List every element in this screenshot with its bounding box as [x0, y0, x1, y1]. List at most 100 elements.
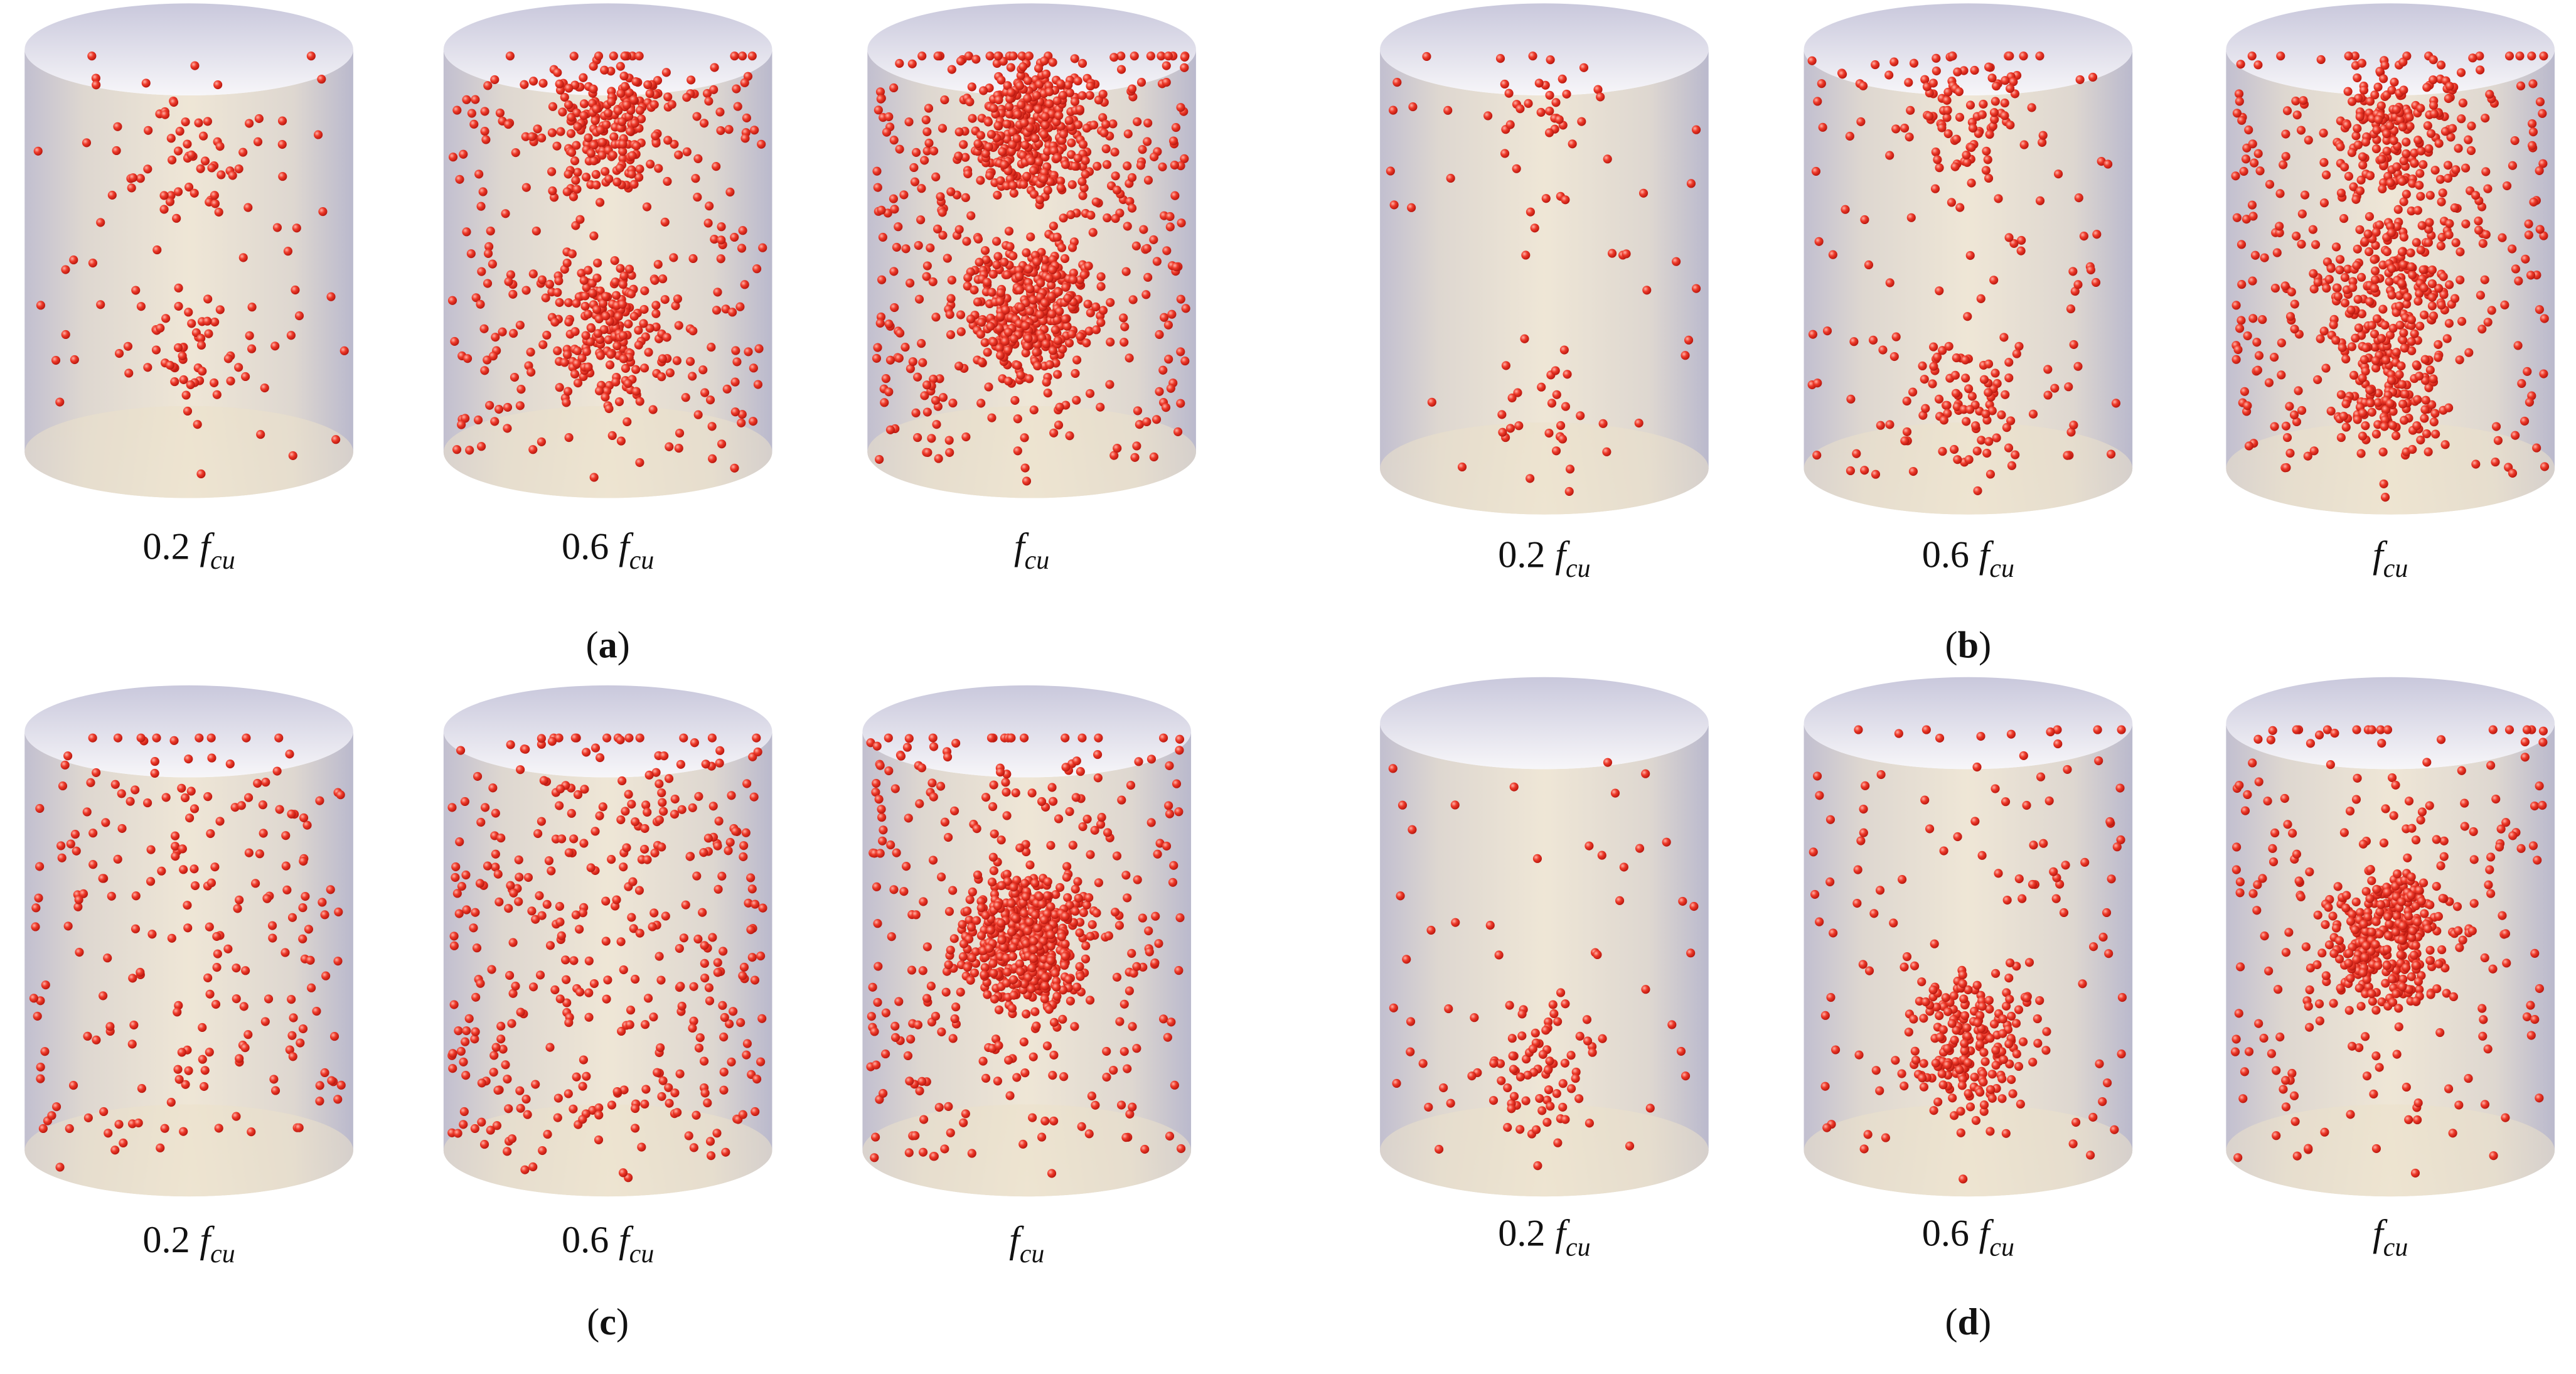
- particle: [1515, 1072, 1526, 1081]
- particle: [940, 817, 949, 827]
- particle: [543, 1130, 552, 1139]
- particle: [749, 363, 758, 373]
- particle: [961, 153, 970, 162]
- particle: [569, 192, 579, 201]
- particle: [1964, 455, 1974, 464]
- particle: [490, 417, 500, 426]
- particle: [871, 787, 880, 797]
- particle: [183, 139, 192, 149]
- particle: [171, 852, 180, 861]
- particle: [1003, 377, 1013, 386]
- particle: [871, 1132, 880, 1142]
- particle: [693, 154, 703, 163]
- particle: [2086, 265, 2095, 275]
- particle: [741, 828, 751, 837]
- particle: [1040, 121, 1050, 130]
- particle: [2365, 171, 2375, 181]
- particle: [190, 804, 200, 813]
- particle: [476, 979, 485, 988]
- particle: [2241, 154, 2251, 164]
- particle: [456, 746, 466, 755]
- particle: [614, 397, 624, 407]
- particle: [1000, 257, 1009, 267]
- particle: [1558, 434, 1568, 444]
- particle: [136, 733, 146, 743]
- particle: [1500, 79, 1509, 89]
- particle: [1077, 91, 1087, 100]
- particle: [555, 801, 564, 810]
- particle: [63, 921, 73, 931]
- cylinder-base-overlay: [2226, 422, 2555, 515]
- particle: [2385, 277, 2394, 286]
- particle: [933, 51, 943, 61]
- particle: [2395, 370, 2404, 379]
- particle: [890, 784, 900, 793]
- particle: [2116, 835, 2125, 845]
- particle: [2248, 889, 2258, 898]
- particle: [963, 281, 972, 291]
- particle: [136, 302, 146, 311]
- particle: [739, 841, 749, 851]
- particle: [1583, 1036, 1593, 1046]
- particle: [654, 164, 663, 173]
- particle: [700, 941, 709, 950]
- particle: [595, 811, 604, 820]
- particle: [1019, 733, 1029, 743]
- particle: [2466, 146, 2476, 156]
- particle: [1068, 840, 1077, 850]
- particle: [1007, 88, 1016, 97]
- particle: [2012, 349, 2021, 358]
- particle: [1020, 141, 1030, 150]
- particle: [2510, 136, 2520, 146]
- particle: [644, 348, 653, 357]
- particle: [2420, 310, 2429, 319]
- particle: [2313, 375, 2322, 385]
- particle: [245, 119, 254, 128]
- particle: [2000, 98, 2009, 108]
- particle: [2355, 225, 2365, 234]
- particle: [2294, 386, 2303, 395]
- caption-coefficient: 0.6: [562, 525, 609, 567]
- particle: [2066, 427, 2076, 437]
- particle: [1030, 1007, 1040, 1016]
- particle: [1515, 1125, 1525, 1134]
- particle: [2436, 735, 2446, 744]
- particle: [1979, 1077, 1988, 1087]
- particle: [989, 780, 998, 790]
- particle: [216, 170, 226, 180]
- particle: [562, 398, 571, 407]
- particle: [318, 207, 328, 217]
- panel-label-part: ): [616, 1301, 629, 1343]
- particle: [1025, 860, 1035, 870]
- particle: [1020, 1068, 1030, 1078]
- particle: [874, 105, 883, 115]
- particle: [1180, 52, 1189, 62]
- particle: [1023, 334, 1033, 343]
- caption: 0.6 fcu: [1922, 534, 2014, 583]
- panel: 0.2 fcu 0.6 fcu fcu(a): [24, 3, 1196, 666]
- particle: [1900, 1081, 1909, 1091]
- particle: [1013, 361, 1022, 370]
- particle: [2038, 137, 2047, 147]
- particle: [1622, 249, 1631, 259]
- particle: [213, 949, 222, 958]
- particle: [2422, 758, 2432, 767]
- particle: [228, 171, 237, 180]
- particle: [1075, 962, 1084, 971]
- particle: [1041, 339, 1050, 348]
- particle: [2069, 340, 2078, 349]
- particle: [2107, 874, 2116, 884]
- particle: [2093, 725, 2102, 734]
- particle: [1505, 424, 1515, 433]
- particle: [976, 176, 985, 185]
- particle: [737, 51, 747, 61]
- particle: [245, 331, 254, 340]
- particle: [1088, 228, 1098, 237]
- particle: [491, 1043, 501, 1052]
- particle: [2356, 449, 2366, 458]
- particle: [579, 1055, 588, 1065]
- particle: [1111, 908, 1120, 917]
- particle: [999, 943, 1008, 952]
- caption-subscript: cu: [1020, 1240, 1045, 1269]
- particle: [1949, 991, 1959, 1001]
